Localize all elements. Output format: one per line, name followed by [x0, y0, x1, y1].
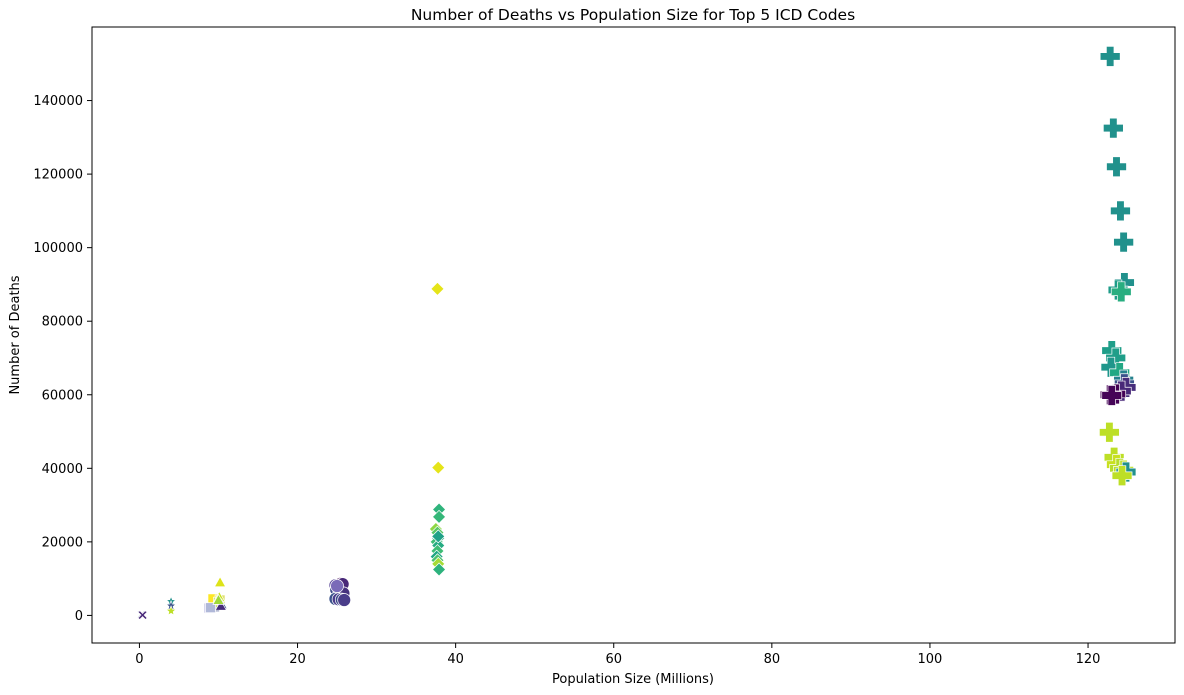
data-point: [212, 593, 225, 605]
points-layer: [136, 46, 1137, 621]
data-point: [1110, 281, 1132, 303]
data-point: [431, 529, 446, 544]
y-tick-label: 20000: [42, 535, 83, 550]
x-axis-title: Population Size (Millions): [552, 672, 714, 687]
y-tick-label: 60000: [42, 388, 83, 403]
data-point: [1102, 117, 1124, 139]
data-point: [330, 579, 344, 593]
data-point: [213, 576, 227, 588]
data-point: [431, 460, 446, 475]
y-tick-label: 100000: [33, 241, 83, 256]
x-tick-label: 20: [289, 652, 306, 667]
data-point: [1111, 465, 1133, 487]
y-tick-label: 120000: [33, 168, 83, 183]
y-tick-label: 140000: [33, 94, 83, 109]
data-point: [205, 602, 216, 614]
x-tick-label: 60: [605, 652, 622, 667]
y-tick-label: 0: [75, 609, 83, 624]
x-tick-label: 120: [1076, 652, 1101, 667]
data-point: [214, 599, 227, 611]
x-axis-ticks: 0 20 40 60 80 100 120: [135, 643, 1100, 667]
y-axis-title: Number of Deaths: [8, 275, 23, 394]
data-point: [137, 610, 148, 621]
data-point: [337, 593, 352, 607]
series-star: [165, 595, 177, 616]
series-diamond: [428, 281, 447, 577]
data-point: [1113, 231, 1134, 253]
plot-frame: [91, 26, 1176, 644]
x-tick-label: 80: [764, 652, 781, 667]
chart-title: Number of Deaths vs Population Size for …: [411, 6, 855, 24]
data-point: [1101, 385, 1123, 406]
y-tick-label: 40000: [42, 462, 83, 477]
x-tick-label: 40: [447, 652, 464, 667]
x-tick-label: 0: [135, 652, 143, 667]
series-circle: [328, 576, 352, 607]
data-point: [1099, 421, 1120, 443]
data-point: [1099, 46, 1121, 67]
data-point: [1110, 200, 1131, 222]
series-triangle: [212, 576, 228, 611]
data-point: [432, 562, 447, 577]
y-tick-label: 80000: [42, 315, 83, 330]
data-point: [1106, 156, 1127, 178]
x-tick-label: 100: [918, 652, 943, 667]
series-x: [136, 609, 148, 621]
data-point: [430, 281, 445, 296]
data-point: [432, 509, 447, 524]
y-axis-ticks: 0 20000 40000 60000 80000 100000 120000 140000: [33, 94, 92, 624]
axes-layer: [91, 26, 1176, 644]
data-point: [165, 605, 177, 616]
series-plus: [1099, 46, 1137, 487]
